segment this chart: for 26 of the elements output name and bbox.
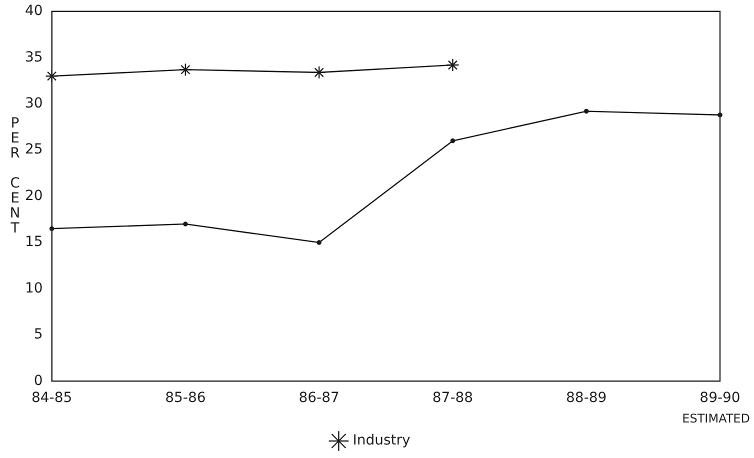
- x-tick-label: 87-88: [432, 390, 474, 406]
- point: [178, 63, 192, 76]
- y-tick-label: 35: [24, 49, 43, 66]
- y-tick-label: 15: [24, 234, 43, 250]
- x-tick-label: 86-87: [298, 390, 340, 406]
- y-tick-label: 5: [34, 326, 43, 343]
- point: [183, 222, 188, 226]
- point: [312, 66, 326, 80]
- x-tick-label: 84-85: [31, 390, 72, 406]
- y-tick-label: 25: [24, 142, 43, 158]
- y-tick-label: 0: [34, 372, 43, 389]
- point: [45, 70, 58, 83]
- y-axis-title: PER CENT: [10, 115, 20, 236]
- y-tick-label: 30: [24, 95, 43, 112]
- point: [450, 138, 456, 144]
- point: [446, 58, 460, 72]
- x-tick-label: 85-86: [165, 390, 206, 406]
- x-tick-label: 88-89: [566, 390, 607, 406]
- point: [584, 108, 589, 114]
- text: ESTIMATED: [682, 411, 750, 426]
- x-tick-label: 89-90: [700, 390, 740, 406]
- y-tick-label: 10: [24, 280, 43, 296]
- y-tick-label: 20: [24, 188, 43, 204]
- legend-label: Industry: [352, 432, 410, 449]
- point: [316, 240, 322, 245]
- y-tick-label: 40: [24, 3, 43, 20]
